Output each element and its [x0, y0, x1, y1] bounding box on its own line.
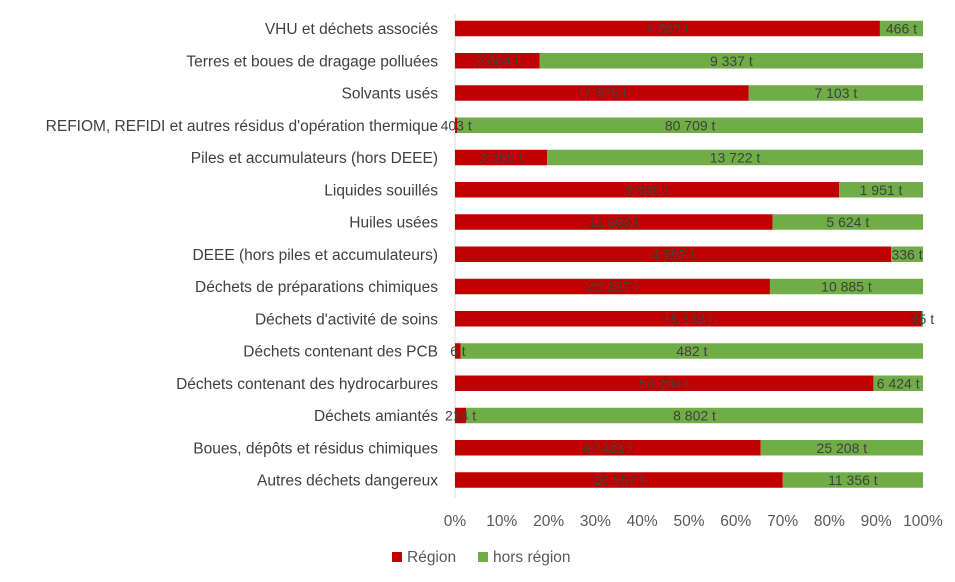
bar-hors-region: [839, 182, 923, 198]
data-label-hors-region: 13 722 t: [710, 150, 761, 166]
category-label: Solvants usés: [342, 86, 439, 103]
x-tick-label: 0%: [444, 513, 467, 530]
data-label-region: 15 134 t: [663, 311, 714, 327]
legend-swatch-hors-region: [478, 552, 488, 562]
data-label-region: 403 t: [441, 117, 472, 133]
data-label-region: 4 597 t: [652, 246, 695, 262]
data-label-hors-region: 466 t: [886, 21, 917, 37]
bar-region: [455, 440, 761, 456]
bar-hors-region: [460, 343, 923, 359]
x-tick-label: 60%: [720, 513, 751, 530]
bar-region: [455, 311, 922, 327]
category-label: Piles et accumulateurs (hors DEEE): [191, 150, 438, 167]
x-tick-label: 70%: [767, 513, 798, 530]
data-label-hors-region: 5 624 t: [826, 214, 869, 230]
data-label-region: 11 978 t: [577, 85, 627, 101]
data-label-hors-region: 10 885 t: [821, 279, 872, 295]
x-tick-label: 100%: [903, 513, 943, 530]
data-label-hors-region: 336 t: [891, 246, 922, 262]
bar-region: [455, 182, 840, 198]
category-label: Déchets contenant des hydrocarbures: [176, 376, 438, 393]
bar-hors-region: [769, 278, 923, 295]
data-label-region: 4 597 t: [646, 21, 689, 37]
data-label-region: 3 360 t: [480, 150, 523, 166]
data-label-hors-region: 1 951 t: [860, 182, 903, 198]
bar-region: [455, 117, 458, 133]
legend-swatch-region: [392, 552, 402, 562]
data-label-region: 2 064 t: [476, 53, 519, 69]
category-label: Boues, dépôts et résidus chimiques: [193, 440, 438, 457]
category-label: Déchets d'activité de soins: [255, 311, 438, 328]
x-tick-label: 80%: [814, 513, 845, 530]
bar-region: [455, 20, 880, 37]
bar-region: [455, 85, 749, 101]
legend-label-region: Région: [407, 549, 456, 566]
bar-region: [455, 375, 874, 391]
x-tick-label: 40%: [627, 513, 658, 530]
x-tick-label: 20%: [533, 513, 564, 530]
bar-hors-region: [879, 20, 923, 37]
bar-hors-region: [921, 311, 923, 327]
bar-hors-region: [457, 117, 923, 133]
category-label: VHU et déchets associés: [265, 21, 438, 38]
bar-hors-region: [760, 440, 923, 456]
data-label-hors-region: 8 802 t: [673, 408, 716, 424]
bar-hors-region: [547, 149, 923, 166]
data-label-region: 6 t: [450, 343, 466, 359]
data-label-hors-region: 35 t: [911, 311, 934, 327]
bar-hors-region: [772, 214, 923, 230]
category-label: DEEE (hors piles et accumulateurs): [192, 247, 438, 264]
category-label: Liquides souillés: [324, 182, 438, 199]
category-label: REFIOM, REFIDI et autres résidus d'opéra…: [46, 118, 438, 135]
data-label-hors-region: 80 709 t: [665, 117, 716, 133]
bar-region: [455, 53, 540, 69]
bar-region: [455, 246, 892, 262]
x-tick-label: 30%: [580, 513, 611, 530]
bar-region: [455, 278, 770, 295]
bar-hors-region: [873, 375, 923, 391]
bar-hors-region: [539, 53, 923, 69]
category-label: Terres et boues de dragage polluées: [186, 53, 438, 70]
bar-region: [455, 472, 783, 488]
bar-hors-region: [748, 85, 923, 101]
data-label-hors-region: 7 103 t: [814, 85, 857, 101]
category-label: Déchets contenant des PCB: [243, 344, 438, 361]
x-tick-label: 10%: [486, 513, 517, 530]
bar-hors-region: [466, 407, 923, 424]
data-label-hors-region: 6 424 t: [877, 375, 920, 391]
data-label-region: 54 204 t: [639, 375, 690, 391]
data-label-region: 214 t: [445, 408, 476, 424]
data-label-region: 22 397 t: [587, 279, 638, 295]
x-tick-label: 90%: [861, 513, 892, 530]
bar-region: [455, 407, 467, 424]
data-label-region: 26 557 t: [594, 472, 645, 488]
bar-region: [455, 343, 461, 359]
bar-region: [455, 149, 548, 166]
category-label: Huiles usées: [349, 215, 438, 232]
bar-hors-region: [891, 246, 923, 262]
category-label: Déchets amiantés: [314, 408, 438, 425]
data-label-hors-region: 9 337 t: [710, 53, 753, 69]
data-label-region: 8 930 t: [626, 182, 669, 198]
category-label: Déchets de préparations chimiques: [195, 279, 438, 296]
data-label-hors-region: 25 208 t: [817, 440, 868, 456]
bar-hors-region: [782, 472, 923, 488]
data-label-hors-region: 482 t: [676, 343, 707, 359]
x-tick-label: 50%: [673, 513, 704, 530]
data-label-region: 47 482 t: [583, 440, 634, 456]
category-label: Autres déchets dangereux: [257, 473, 438, 490]
data-label-region: 11 883 t: [589, 214, 639, 230]
legend-label-hors-region: hors région: [493, 549, 571, 566]
bar-region: [455, 214, 773, 230]
data-label-hors-region: 11 356 t: [828, 472, 878, 488]
